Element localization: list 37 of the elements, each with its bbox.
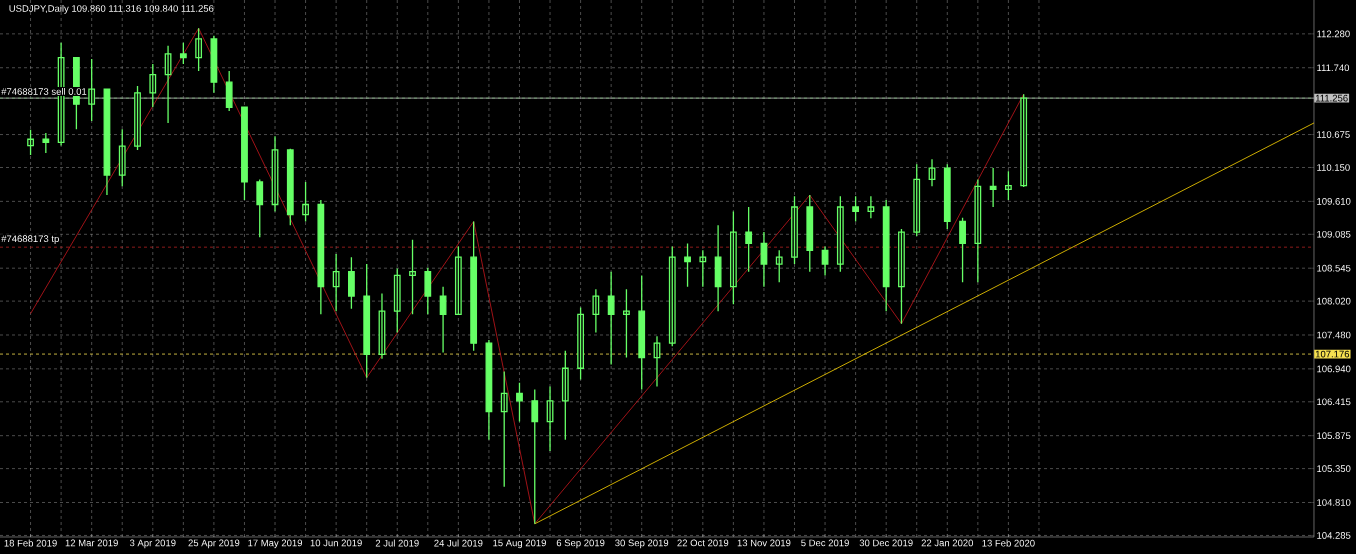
y-tick-label: 107.480 (1317, 331, 1351, 339)
y-tick-label: 105.875 (1317, 432, 1351, 440)
x-tick-label: 22 Oct 2019 (677, 539, 729, 547)
y-tick-label: 106.415 (1317, 398, 1351, 406)
x-tick-label: 25 Apr 2019 (188, 539, 240, 549)
x-tick-label: 10 Jun 2019 (310, 539, 362, 547)
y-tick-label: 105.350 (1317, 465, 1351, 472)
x-tick-label: 30 Dec 2019 (859, 539, 913, 547)
x-tick-label: 30 Sep 2019 (615, 539, 669, 549)
y-tick-label: 112.280 (1317, 30, 1350, 38)
x-tick-label: 13 Feb 2020 (982, 539, 1035, 547)
y-tick-label: 109.085 (1317, 230, 1351, 238)
x-tick-label: 18 Feb 2019 (4, 539, 57, 547)
x-tick-label: 3 Apr 2019 (129, 539, 176, 549)
y-tick-label: 108.020 (1317, 297, 1351, 305)
y-tick-label: 111.740 (1317, 64, 1350, 72)
x-tick-label: 15 Aug 2019 (493, 539, 546, 549)
x-tick-label: 5 Dec 2019 (801, 539, 849, 547)
y-tick-label: 104.285 (1317, 532, 1351, 539)
x-tick-label: 24 Jul 2019 (434, 539, 483, 547)
y-tick-label: 106.940 (1317, 365, 1351, 373)
ref-line-label: 107.176 (1315, 350, 1350, 358)
annotation: #74688173 tp (1, 235, 59, 244)
y-tick-label: 108.545 (1317, 264, 1351, 272)
x-tick-label: 13 Nov 2019 (737, 539, 791, 547)
x-tick-label: 12 Mar 2019 (65, 539, 118, 547)
x-tick-label: 6 Sep 2019 (556, 539, 605, 549)
x-tick-label: 22 Jan 2020 (921, 539, 974, 547)
x-tick-label: 2 Jul 2019 (375, 539, 419, 547)
chart-title: USDJPY,Daily 109.860 111.316 109.840 111.256 (9, 4, 214, 14)
y-tick-label: 104.810 (1317, 499, 1351, 506)
x-tick-label: 17 May 2019 (248, 539, 303, 549)
ref-line-label: 111.256 (1315, 94, 1348, 102)
y-tick-label: 110.150 (1317, 164, 1350, 171)
y-tick-label: 109.610 (1317, 198, 1351, 205)
annotation: #74688173 sell 0.01 (1, 87, 87, 95)
y-tick-label: 110.675 (1317, 131, 1350, 138)
